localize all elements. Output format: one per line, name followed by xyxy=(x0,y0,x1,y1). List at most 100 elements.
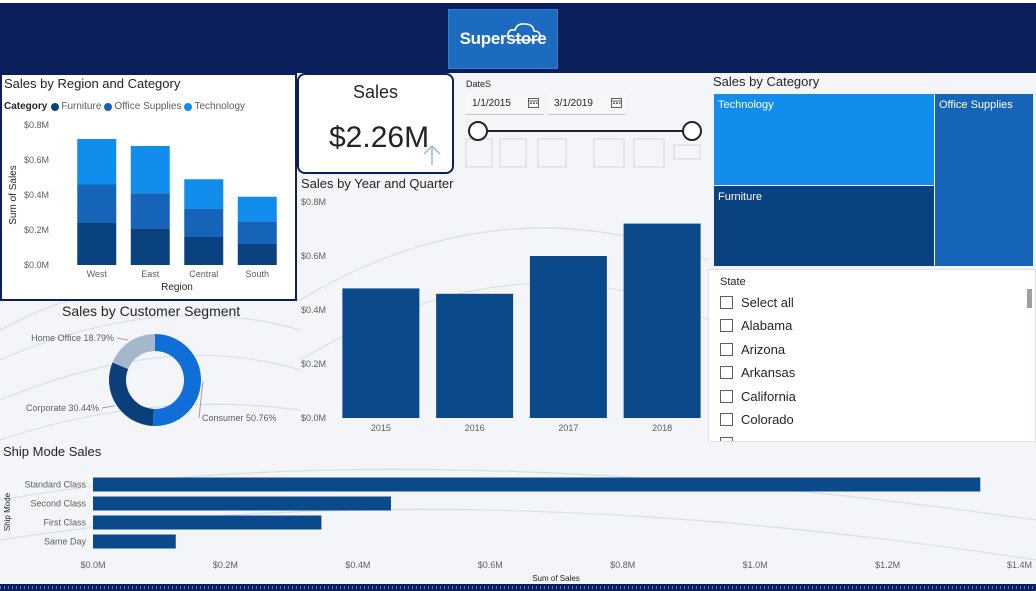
customer-segment-chart-panel[interactable]: Sales by Customer Segment Consumer 50.76… xyxy=(0,301,297,442)
checkbox[interactable] xyxy=(720,436,733,441)
year-chart-svg: $0.0M $0.2M $0.4M $0.6M $0.8M 2015 2016 2017 201… xyxy=(301,197,701,433)
legend-dot-furniture xyxy=(51,102,60,111)
sales-kpi-card[interactable]: Sales $2.26M xyxy=(297,73,454,174)
start-date-input[interactable]: 1/1/2015 xyxy=(466,93,544,115)
state-option-select-all[interactable]: Select all xyxy=(720,292,794,312)
region-category-chart-panel[interactable]: Sales by Region and Category Category Fu… xyxy=(0,73,297,301)
bar-segment-furniture xyxy=(237,244,277,265)
y-tick-label: $0.6M xyxy=(24,155,49,165)
data-label: Consumer 50.76% xyxy=(202,413,277,423)
x-tick-label: $0.4M xyxy=(345,560,370,570)
calendar-icon[interactable] xyxy=(528,97,539,108)
date-end-handle[interactable] xyxy=(682,121,702,141)
state-slicer[interactable]: State Select all Alabama Arizona Arkansa… xyxy=(708,269,1036,442)
bar-segment-technology xyxy=(77,139,117,185)
region-chart-title: Sales by Region and Category xyxy=(4,76,181,91)
date-range-track[interactable] xyxy=(478,130,692,132)
bar-segment-furniture xyxy=(130,228,170,265)
sales-card-title: Sales xyxy=(352,82,399,102)
y-tick-label: $0.2M xyxy=(301,359,326,369)
year-bar xyxy=(436,293,514,418)
x-tick-label: $0.6M xyxy=(478,560,503,570)
y-axis-title: Sum of Sales xyxy=(8,165,19,224)
year-bar xyxy=(342,288,420,418)
state-option-partial[interactable] xyxy=(720,433,741,441)
header-top-line xyxy=(0,0,1036,3)
checkbox[interactable] xyxy=(720,365,733,379)
legend-item-technology[interactable]: Technology xyxy=(194,101,246,112)
ship-chart-svg: Standard Class Second Class First Class Sam… xyxy=(3,477,1032,583)
date-slicer[interactable]: DateS 1/1/2015 3/1/2019 xyxy=(456,73,708,174)
region-chart-svg: $0.0M $0.2M $0.4M $0.6M $0.8M Sum of Sales Wes… xyxy=(8,120,277,293)
year-bar xyxy=(529,256,607,418)
state-option-arizona[interactable]: Arizona xyxy=(720,339,785,359)
legend-dot-office-supplies xyxy=(104,102,113,111)
state-option-label: Select all xyxy=(741,294,794,310)
y-tick-label: $0.4M xyxy=(24,190,49,200)
leader-line xyxy=(198,381,204,419)
segment-chart-title: Sales by Customer Segment xyxy=(62,303,241,319)
x-tick-label: West xyxy=(87,269,108,279)
x-tick-label: 2018 xyxy=(652,423,672,433)
checkbox[interactable] xyxy=(720,389,733,403)
x-tick-label: $0.2M xyxy=(213,560,238,570)
state-option-california[interactable]: California xyxy=(720,386,796,406)
x-tick-label: $0.0M xyxy=(80,560,105,570)
treemap-cell-furniture[interactable]: Furniture xyxy=(714,186,934,266)
x-tick-label: 2016 xyxy=(465,423,485,433)
state-option-colorado[interactable]: Colorado xyxy=(720,409,794,429)
x-tick-label: South xyxy=(245,269,269,279)
bar-segment-office-supplies xyxy=(184,209,224,237)
ship-bar xyxy=(93,515,322,530)
checkbox[interactable] xyxy=(720,412,733,426)
calendar-icon[interactable] xyxy=(611,97,622,108)
date-slicer-label: DateS xyxy=(466,79,492,89)
superstore-logo: Superstore xyxy=(448,9,558,69)
checkbox[interactable] xyxy=(720,342,733,356)
bar-segment-furniture xyxy=(77,223,117,265)
ship-bar xyxy=(93,477,981,492)
treemap-cell-office-supplies[interactable]: Office Supplies xyxy=(935,94,1033,266)
legend-item-office-supplies[interactable]: Office Supplies xyxy=(114,101,182,112)
bar-segment-office-supplies xyxy=(237,221,277,244)
treemap-cell-technology[interactable]: Technology xyxy=(714,94,934,185)
legend-dot-technology xyxy=(184,102,193,111)
y-tick-label: $0.8M xyxy=(24,120,49,130)
sales-card-value: $2.26M xyxy=(329,121,430,154)
y-tick-label: Standard Class xyxy=(24,480,86,490)
state-option-alabama[interactable]: Alabama xyxy=(720,315,792,335)
state-option-label: Colorado xyxy=(741,411,794,427)
state-option-arkansas[interactable]: Arkansas xyxy=(720,362,795,382)
ship-bar xyxy=(93,496,391,511)
year-quarter-chart-panel[interactable]: Sales by Year and Quarter $0.0M $0.2M $0.4… xyxy=(297,174,708,442)
leader-line xyxy=(101,405,115,409)
end-date-input[interactable]: 3/1/2019 xyxy=(548,93,626,115)
state-option-label: California xyxy=(741,388,796,404)
x-tick-label: East xyxy=(141,269,160,279)
region-chart-legend: Category Furniture Office Supplies Techn… xyxy=(4,101,245,112)
x-tick-label: 2017 xyxy=(558,423,578,433)
ship-mode-chart-panel[interactable]: Ship Mode Sales Standard Class Second Cla… xyxy=(0,442,1036,591)
ship-bar xyxy=(93,534,176,549)
x-tick-label: $0.8M xyxy=(610,560,635,570)
ship-chart-title: Ship Mode Sales xyxy=(3,444,102,459)
cloud-icon xyxy=(507,23,541,41)
checkbox[interactable] xyxy=(720,295,733,309)
segment-chart-svg: Consumer 50.76% Corporate 30.44% Home Offi… xyxy=(26,333,277,426)
arrow-up-icon xyxy=(423,144,441,165)
y-axis-title: Ship Mode xyxy=(3,492,12,531)
y-tick-label: $0.4M xyxy=(301,305,326,315)
x-axis-title: Sum of Sales xyxy=(532,574,580,583)
y-tick-label: $0.0M xyxy=(24,260,49,270)
legend-item-furniture[interactable]: Furniture xyxy=(61,101,102,112)
checkbox[interactable] xyxy=(720,318,733,332)
y-tick-label: $0.0M xyxy=(301,413,326,423)
x-tick-label: Central xyxy=(189,269,218,279)
state-scrollbar[interactable] xyxy=(1027,289,1032,308)
y-tick-label: $0.2M xyxy=(24,225,49,235)
category-treemap-panel[interactable]: Sales by Category Technology Office Supp… xyxy=(708,73,1036,269)
y-tick-label: $0.8M xyxy=(301,197,326,207)
date-start-handle[interactable] xyxy=(468,121,488,141)
x-tick-label: $1.4M xyxy=(1007,560,1032,570)
footer-dots xyxy=(0,586,1036,589)
